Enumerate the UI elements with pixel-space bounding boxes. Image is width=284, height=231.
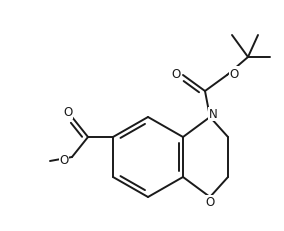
Text: N: N [209, 108, 217, 121]
Text: O: O [63, 106, 73, 119]
Text: O: O [229, 67, 239, 80]
Text: O: O [59, 154, 69, 167]
Text: O: O [205, 196, 215, 209]
Text: O: O [171, 67, 181, 80]
